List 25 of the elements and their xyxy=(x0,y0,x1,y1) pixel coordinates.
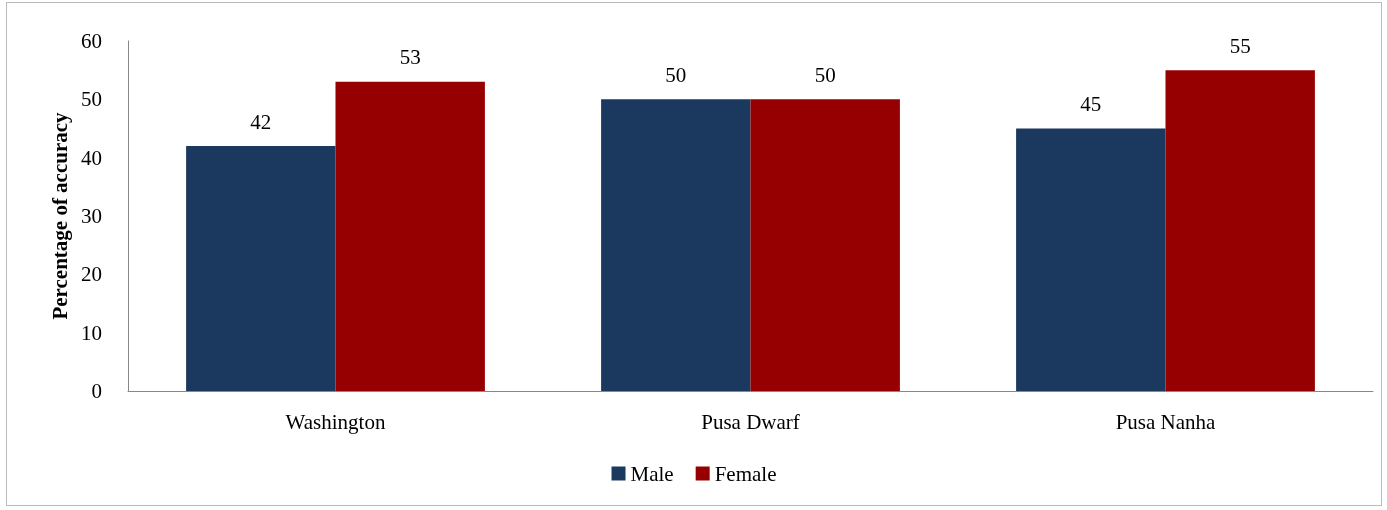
data-label: 42 xyxy=(250,109,272,134)
data-label: 50 xyxy=(814,62,836,87)
x-tick-label: Washington xyxy=(285,409,386,434)
data-label: 50 xyxy=(665,62,687,87)
y-axis-title: Percentage of accuracy xyxy=(47,111,72,320)
bar xyxy=(1165,70,1315,391)
legend-label: Male xyxy=(630,461,674,486)
y-tick-label: 30 xyxy=(81,204,102,228)
y-tick-label: 60 xyxy=(81,29,102,53)
data-label: 53 xyxy=(399,45,421,70)
legend-label: Female xyxy=(714,461,777,486)
bar xyxy=(186,146,336,391)
bar xyxy=(750,99,900,391)
x-tick-label: Pusa Dwarf xyxy=(701,409,800,434)
bar xyxy=(601,99,751,391)
y-tick-label: 0 xyxy=(91,379,102,403)
y-tick-label: 40 xyxy=(81,145,102,170)
data-label: 55 xyxy=(1229,33,1251,58)
y-tick-label: 50 xyxy=(81,87,102,112)
y-tick-label: 10 xyxy=(81,320,102,345)
x-tick-label: Pusa Nanha xyxy=(1115,409,1217,434)
bar xyxy=(335,81,485,391)
bar xyxy=(1016,128,1166,391)
data-label: 45 xyxy=(1080,92,1102,116)
y-tick-label: 20 xyxy=(81,262,102,287)
